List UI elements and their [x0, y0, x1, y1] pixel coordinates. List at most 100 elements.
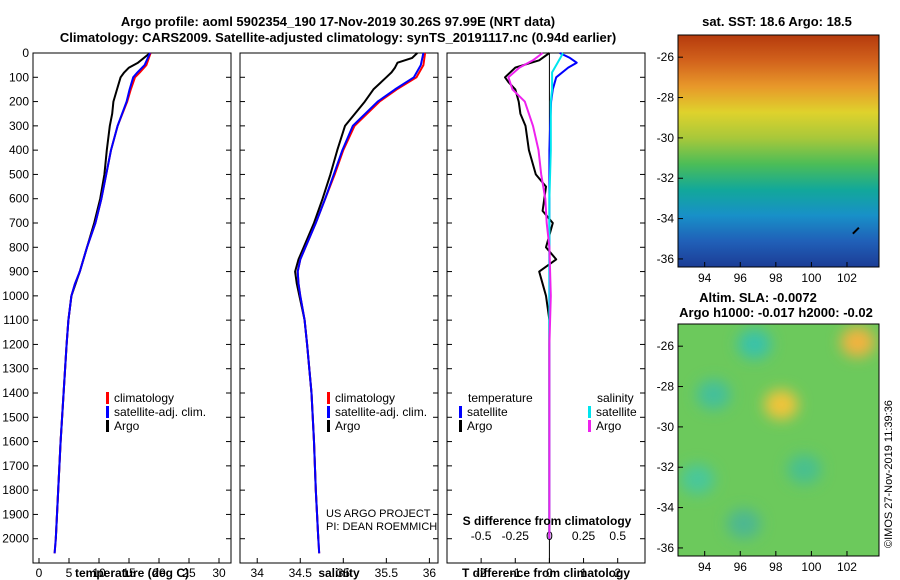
x-tick-label: -1 [510, 566, 521, 580]
legend-swatch-s-argo [588, 420, 591, 432]
legend-swatch-s-satellite [588, 406, 591, 418]
argo-marker-mark [852, 226, 860, 235]
temperature-legend: climatology satellite-adj. clim. Argo [106, 391, 206, 433]
sla-map-background [678, 324, 879, 556]
x-tick-label: 15 [122, 566, 136, 580]
depth-tick-label: 400 [9, 143, 29, 157]
argo-position-marker [852, 226, 860, 235]
map-x-tick-label: 94 [698, 271, 712, 285]
map-y-tick-label: -26 [657, 50, 675, 64]
sdiff-xlabel: S difference from climatology [463, 514, 632, 528]
s-argo-diff-line [507, 52, 552, 539]
map-x-tick-label: 98 [769, 271, 783, 285]
profile-lines [53, 52, 578, 563]
legend-label: Argo [596, 419, 622, 433]
sla-anomaly-blob [840, 327, 875, 358]
depth-tick-label: 1700 [2, 459, 29, 473]
sla-anomaly-blob [696, 379, 731, 410]
salinity-panel-frame [239, 52, 439, 564]
x-tick-label: 25 [182, 566, 196, 580]
x-tick-label: 35.5 [375, 566, 399, 580]
legend-swatch-t-satellite [459, 406, 462, 418]
map-y-tick-label: -34 [657, 501, 675, 515]
depth-tick-label: 500 [9, 167, 29, 181]
sla-map-subtitle: Argo h1000: -0.017 h2000: -0.02 [679, 305, 873, 320]
map-y-tick-label: -30 [657, 131, 675, 145]
map-x-tick-label: 100 [801, 560, 821, 574]
map-x-tick-label: 102 [837, 560, 857, 574]
legend-label: satellite-adj. clim. [335, 405, 427, 419]
t-argo-diff-line [504, 52, 558, 539]
temperature-climatology-line [53, 52, 152, 554]
depth-tick-label: 1600 [2, 435, 29, 449]
legend-swatch-climatology [327, 392, 330, 404]
depth-tick-label: 900 [9, 265, 29, 279]
legend-label: Argo [335, 419, 361, 433]
x-tick-label: 5 [66, 566, 73, 580]
map-y-tick-label: -28 [657, 380, 675, 394]
map-y-tick-label: -32 [657, 460, 675, 474]
x-tick-label: 20 [152, 566, 166, 580]
depth-tick-label: 1900 [2, 507, 29, 521]
x-tick-label: 10 [92, 566, 106, 580]
imos-stamp: ©IMOS 27-Nov-2019 11:39:36 [883, 400, 895, 548]
panel-ticks: 0 5 10 15 20 25 30 34 34.5 35 35.5 36 -2 -1 0 1 2 -0.5 -0.… [33, 52, 645, 580]
depth-tick-label: 1500 [2, 410, 29, 424]
sla-anomaly-blob [726, 508, 761, 539]
map-y-tick-label: -26 [657, 339, 675, 353]
legend-swatch-argo [327, 420, 330, 432]
depth-tick-label: 700 [9, 216, 29, 230]
sst-map-ticks: 94 96 98 100 102 -26 -28 -30 -32 -34 -36 [657, 50, 858, 285]
tdiff-xlabel: T difference from climatology [462, 566, 630, 580]
map-y-tick-label: -28 [657, 91, 675, 105]
x-tick-label: 34 [251, 566, 265, 580]
depth-tick-label: 300 [9, 119, 29, 133]
project-credit: US ARGO PROJECT [326, 508, 431, 520]
legend-label: satellite-adj. clim. [114, 405, 206, 419]
legend-label: climatology [114, 391, 174, 405]
depth-tick-label: 1200 [2, 337, 29, 351]
pi-credit: PI: DEAN ROEMMICH [326, 521, 437, 533]
title-line1: Argo profile: aoml 5902354_190 17-Nov-20… [121, 14, 555, 29]
difference-legend: temperature satellite Argo salinity sate… [459, 391, 637, 433]
x-tick-label: 0 [36, 566, 43, 580]
salinity-xlabel: salinity [318, 566, 360, 580]
x-tick-label: 35 [337, 566, 351, 580]
sla-anomaly-blob [680, 464, 715, 495]
sst-map-frame [677, 34, 880, 268]
legend-label: Argo [114, 419, 140, 433]
legend-title-salinity: salinity [597, 391, 634, 405]
map-x-tick-label: 98 [769, 560, 783, 574]
map-x-tick-label: 96 [734, 560, 748, 574]
salinity-satellite-adj-clim-line [296, 52, 425, 554]
legend-swatch-argo [106, 420, 109, 432]
map-y-tick-label: -36 [657, 252, 675, 266]
sst-map-image [678, 35, 879, 267]
depth-tick-label: 1000 [2, 289, 29, 303]
salinity-argo-line [294, 52, 418, 539]
depth-tick-label: 200 [9, 95, 29, 109]
depth-tick-label: 1300 [2, 362, 29, 376]
depth-axis-ticks: 0 100 200 300 400 500 600 700 800 900 1000 1100 1200… [2, 46, 29, 546]
sla-map-anomalies [680, 327, 875, 539]
temperature-satellite-adj-clim-line [53, 52, 151, 554]
map-x-tick-label: 102 [837, 271, 857, 285]
map-x-tick-label: 94 [698, 560, 712, 574]
sla-anomaly-blob [764, 389, 799, 420]
temperature-xlabel: temperature (deg C) [75, 566, 189, 580]
title-line2: Climatology: CARS2009. Satellite-adjuste… [60, 30, 616, 45]
s-diff-tick-label: 0.25 [572, 529, 596, 543]
temperature-argo-line [54, 52, 151, 539]
depth-tick-label: 1400 [2, 386, 29, 400]
legend-label: Argo [467, 419, 493, 433]
depth-tick-label: 0 [22, 46, 29, 60]
difference-panel-frame [446, 52, 646, 564]
legend-swatch-satellite [327, 406, 330, 418]
sla-anomaly-blob [787, 454, 822, 485]
depth-tick-label: 800 [9, 240, 29, 254]
sst-map-title: sat. SST: 18.6 Argo: 18.5 [702, 14, 852, 29]
sla-anomaly-blob [737, 329, 772, 360]
map-y-tick-label: -32 [657, 171, 675, 185]
sla-map-ticks: 94 96 98 100 102 -26 -28 -30 -32 -34 -36 [657, 339, 858, 574]
